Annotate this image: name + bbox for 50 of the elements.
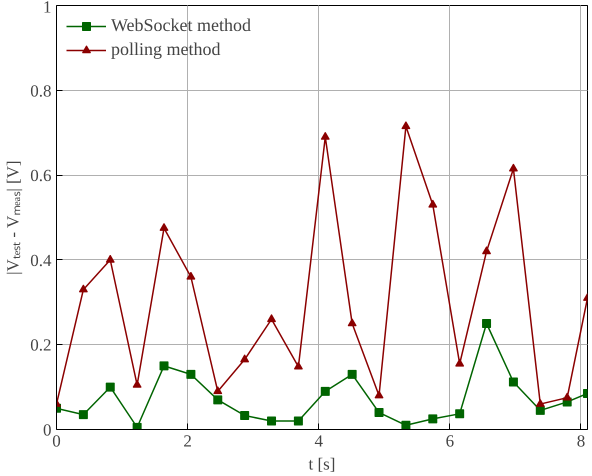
point bbox=[508, 378, 518, 387]
y-tick-label: 0.6 bbox=[30, 166, 52, 186]
point bbox=[132, 422, 142, 430]
y-tick-label: 0.2 bbox=[30, 336, 52, 355]
y-tick-label: 0.4 bbox=[30, 250, 52, 270]
point bbox=[160, 361, 169, 370]
point bbox=[240, 354, 250, 362]
x-tick-label: 6 bbox=[446, 432, 454, 450]
point bbox=[240, 411, 250, 420]
point bbox=[294, 416, 303, 426]
point bbox=[374, 390, 384, 398]
point bbox=[348, 370, 357, 379]
point bbox=[428, 414, 438, 424]
point bbox=[401, 420, 410, 430]
point bbox=[106, 254, 115, 263]
point bbox=[213, 395, 222, 404]
point bbox=[455, 409, 464, 418]
point bbox=[508, 164, 518, 172]
y-axis-title: |Vₜₑₛₜ - Vₘₑₐₛ| [V] bbox=[3, 160, 22, 275]
point bbox=[455, 358, 464, 367]
point bbox=[132, 380, 142, 388]
point bbox=[78, 284, 88, 292]
point bbox=[267, 416, 276, 426]
point bbox=[320, 132, 330, 140]
x-tick-label: 4 bbox=[314, 432, 324, 450]
x-axis-title: t [s] bbox=[308, 454, 336, 474]
y-tick-label: 1 bbox=[43, 0, 52, 16]
x-tick-label: 2 bbox=[183, 432, 192, 450]
x-tick-label: 8 bbox=[576, 432, 586, 450]
point bbox=[428, 200, 438, 208]
point bbox=[562, 392, 572, 401]
point bbox=[213, 386, 222, 394]
point bbox=[401, 121, 410, 130]
point bbox=[482, 319, 492, 328]
point bbox=[536, 398, 545, 407]
point bbox=[536, 406, 545, 415]
point bbox=[186, 272, 196, 280]
point bbox=[267, 314, 276, 322]
point bbox=[320, 386, 330, 396]
point bbox=[106, 382, 115, 392]
legend-label: polling method bbox=[111, 39, 220, 60]
point bbox=[374, 408, 384, 418]
y-tick-label: 0.8 bbox=[30, 81, 52, 100]
point bbox=[348, 318, 357, 326]
point bbox=[78, 410, 88, 420]
point bbox=[294, 362, 303, 370]
legend-label: WebSocket method bbox=[111, 15, 252, 36]
point bbox=[482, 246, 492, 254]
point bbox=[186, 370, 196, 379]
point bbox=[160, 222, 169, 231]
